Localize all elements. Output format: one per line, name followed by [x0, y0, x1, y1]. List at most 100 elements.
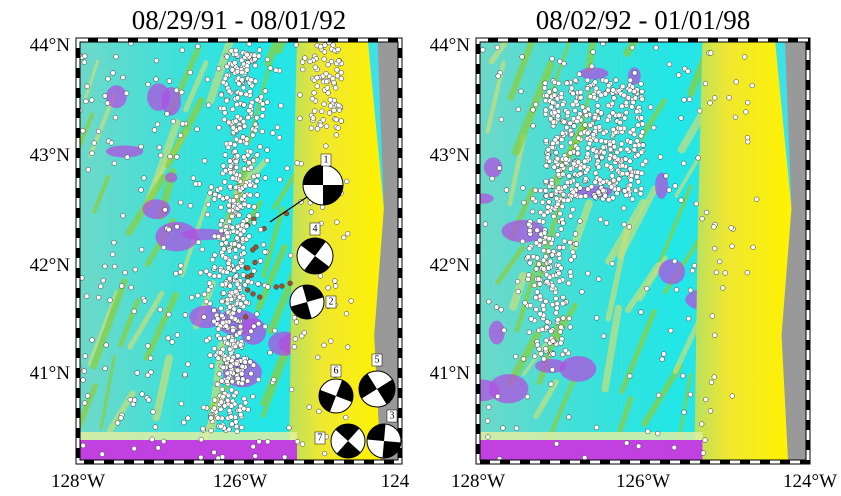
- earthquake: [558, 211, 563, 216]
- earthquake: [96, 129, 101, 134]
- earthquake: [208, 353, 213, 358]
- earthquake: [577, 72, 582, 77]
- earthquake: [674, 287, 679, 292]
- earthquake: [146, 82, 151, 87]
- earthquake: [268, 66, 273, 71]
- earthquake: [604, 163, 609, 168]
- earthquake: [223, 153, 228, 158]
- earthquake: [568, 140, 573, 145]
- earthquake: [537, 347, 542, 352]
- earthquake: [554, 441, 559, 446]
- earthquake: [556, 172, 561, 177]
- earthquake: [667, 62, 672, 67]
- earthquake: [601, 334, 606, 339]
- earthquake: [560, 352, 565, 357]
- earthquake: [561, 221, 566, 226]
- earthquake: [485, 419, 490, 424]
- map-panel: 08/29/91 - 08/01/9244°N43°N42°N41°N128°W…: [30, 0, 410, 492]
- earthquake: [599, 111, 604, 116]
- earthquake: [243, 360, 248, 365]
- earthquake: [555, 306, 560, 311]
- earthquake: [696, 156, 701, 161]
- earthquake: [251, 292, 256, 297]
- earthquake: [584, 113, 589, 118]
- earthquake: [521, 357, 526, 362]
- earthquake: [318, 44, 323, 49]
- earthquake: [112, 161, 117, 166]
- earthquake: [606, 103, 611, 108]
- earthquake: [292, 344, 297, 349]
- earthquake: [234, 165, 239, 170]
- earthquake: [226, 120, 231, 125]
- earthquake: [712, 333, 717, 338]
- earthquake: [200, 247, 205, 252]
- earthquake: [523, 300, 528, 305]
- earthquake: [186, 362, 191, 367]
- earthquake: [111, 71, 116, 76]
- earthquake: [265, 158, 270, 163]
- earthquake: [210, 257, 215, 262]
- earthquake: [220, 299, 225, 304]
- earthquake: [623, 157, 628, 162]
- earthquake: [245, 266, 250, 271]
- earthquake: [227, 408, 232, 413]
- earthquake: [238, 126, 243, 131]
- earthquake: [235, 368, 240, 373]
- earthquake: [622, 222, 627, 227]
- focal-mechanism: [303, 165, 343, 205]
- earthquake: [557, 271, 562, 276]
- earthquake: [343, 415, 348, 420]
- earthquake: [233, 60, 238, 65]
- earthquake: [688, 392, 693, 397]
- earthquake: [521, 186, 526, 191]
- earthquake: [216, 356, 221, 361]
- earthquake: [233, 248, 238, 253]
- earthquake: [570, 250, 575, 255]
- earthquake: [562, 120, 567, 125]
- earthquake: [497, 166, 502, 171]
- earthquake: [327, 111, 332, 116]
- earthquake: [217, 194, 222, 199]
- earthquake: [247, 108, 252, 113]
- earthquake: [253, 128, 258, 133]
- earthquake: [222, 106, 227, 111]
- earthquake: [708, 409, 713, 414]
- earthquake: [591, 148, 596, 153]
- focal-mechanism-label: 5: [375, 354, 380, 365]
- focal-mechanism-label: 4: [313, 223, 318, 234]
- earthquake: [217, 372, 222, 377]
- earthquake: [564, 157, 569, 162]
- earthquake: [145, 344, 150, 349]
- earthquake: [730, 394, 735, 399]
- earthquake: [288, 281, 293, 286]
- earthquake: [551, 214, 556, 219]
- earthquake: [228, 141, 233, 146]
- earthquake: [119, 416, 124, 421]
- earthquake: [694, 201, 699, 206]
- earthquake: [235, 114, 240, 119]
- earthquake: [227, 347, 232, 352]
- earthquake: [209, 428, 214, 433]
- earthquake: [639, 310, 644, 315]
- earthquake: [227, 427, 232, 432]
- earthquake: [545, 155, 550, 160]
- earthquake: [611, 127, 616, 132]
- earthquake: [521, 200, 526, 205]
- earthquake: [234, 102, 239, 107]
- earthquake: [180, 48, 185, 53]
- earthquake: [235, 236, 240, 241]
- earthquake: [585, 86, 590, 91]
- earthquake: [546, 147, 551, 152]
- earthquake: [258, 144, 263, 149]
- earthquake: [667, 188, 672, 193]
- earthquake: [339, 119, 344, 124]
- earthquake: [543, 108, 548, 113]
- earthquake: [226, 393, 231, 398]
- earthquake: [228, 364, 233, 369]
- earthquake: [219, 400, 224, 405]
- earthquake: [84, 99, 89, 104]
- earthquake: [221, 164, 226, 169]
- earthquake: [556, 186, 561, 191]
- earthquake: [345, 345, 350, 350]
- earthquake: [241, 85, 246, 90]
